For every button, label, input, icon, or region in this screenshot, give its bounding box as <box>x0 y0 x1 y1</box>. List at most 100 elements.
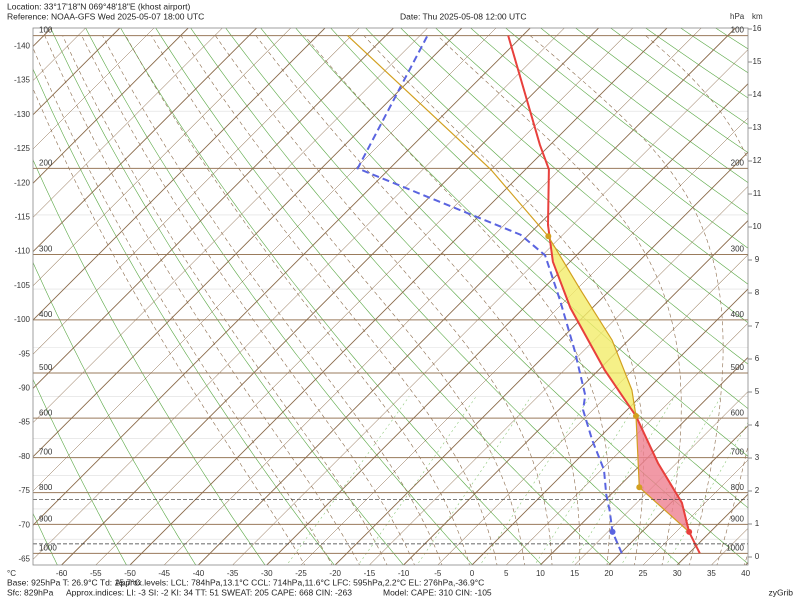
isotherm-tick <box>164 28 702 565</box>
reference: Reference: NOAA-GFS Wed 2025-05-07 18:00… <box>7 11 204 21</box>
height-label: 10 <box>753 222 762 231</box>
dry-adiabat <box>190 28 681 565</box>
isotherm-tick <box>95 28 633 565</box>
isotherm-tick <box>232 49 748 565</box>
footer-model: Model: CAPE: 310 CIN: -105 <box>383 587 492 597</box>
x-tick-label: -15 <box>364 569 376 578</box>
pressure-label-right: 1000 <box>726 543 744 552</box>
height-label: 4 <box>755 420 760 429</box>
pressure-label-left: 200 <box>39 158 53 167</box>
isotherm <box>33 28 462 458</box>
isotherm <box>33 28 189 184</box>
isotherm <box>471 288 748 565</box>
isotherm-left-tick <box>33 28 189 184</box>
left-tick-label: -95 <box>18 349 30 358</box>
left-tick-label: -125 <box>14 144 31 153</box>
isotherm-left-tick <box>33 28 291 287</box>
moist-adiabat <box>363 35 644 565</box>
moist-adiabat <box>151 35 498 565</box>
height-label: 15 <box>753 57 762 66</box>
isotherm-tick <box>129 28 668 565</box>
isotherm-tick <box>642 459 748 565</box>
moist-adiabat <box>437 35 682 565</box>
isotherm-left-tick <box>33 28 531 526</box>
pressure-label-left: 500 <box>39 363 53 372</box>
left-tick-label: -135 <box>14 76 31 85</box>
height-label: 16 <box>753 24 762 33</box>
temperature-line <box>507 35 701 554</box>
x-tick-label: 15 <box>570 569 579 578</box>
isotherm-left-tick <box>33 28 428 423</box>
level-dot <box>636 484 643 491</box>
isotherm <box>33 28 428 423</box>
isotherm-left-tick <box>33 28 223 218</box>
height-label: 13 <box>753 123 762 132</box>
left-tick-label: -115 <box>15 213 31 222</box>
moist-adiabat <box>743 552 748 565</box>
pressure-label-left: 1000 <box>39 543 57 552</box>
dry-adiabat <box>435 28 748 285</box>
isotherm-tick <box>61 28 599 565</box>
left-tick-label: -140 <box>14 42 31 51</box>
moist-adiabat <box>215 35 553 565</box>
x-tick-label: 40 <box>741 569 750 578</box>
pressure-label-right: 300 <box>731 245 745 254</box>
left-tick-label: -110 <box>15 247 31 256</box>
x-tick-label: 5 <box>504 569 509 578</box>
level-dot <box>686 528 693 535</box>
isotherm <box>437 254 748 565</box>
pressure-label-left: 100 <box>39 26 53 35</box>
left-tick-label: -75 <box>18 486 30 495</box>
isotherm-tick <box>540 356 748 565</box>
left-tick-label: -100 <box>14 315 31 324</box>
credit: zyGrib <box>768 587 793 597</box>
left-tick-label: -130 <box>14 110 31 119</box>
footer-indices: Approx.indices: LI: -3 SI: -2 KI: 34 TT:… <box>66 587 352 597</box>
dry-adiabat <box>225 28 748 565</box>
isotherm-tick <box>334 151 748 565</box>
height-label: 14 <box>753 90 762 99</box>
pressure-label-left: 700 <box>39 448 53 457</box>
isotherm <box>33 28 360 355</box>
isotherm-tick <box>369 186 748 565</box>
moist-adiabat <box>62 35 388 565</box>
isotherm-left-tick <box>33 28 326 321</box>
moist-adiabat <box>33 87 306 565</box>
pressure-label-left: 800 <box>39 483 53 492</box>
x-tick-label: -45 <box>158 569 170 578</box>
x-unit: °C <box>7 569 16 578</box>
height-label: 7 <box>755 321 760 330</box>
isotherm-tick <box>198 28 736 565</box>
mixing-ratio-line <box>357 396 477 565</box>
x-tick-label: 10 <box>536 569 545 578</box>
pressure-label-left: 600 <box>39 408 53 417</box>
isotherm <box>0 28 17 565</box>
pressure-label-left: 400 <box>39 310 53 319</box>
moist-adiabat <box>304 35 611 565</box>
isotherm <box>33 28 120 116</box>
pressure-label-left: 900 <box>39 514 53 523</box>
x-tick-label: -35 <box>227 569 239 578</box>
moist-adiabat <box>530 35 724 565</box>
mixing-ratio-line <box>416 396 532 565</box>
moist-adiabat <box>102 35 443 565</box>
location: Location: 33°17'18"N 069°48'18"E (khost … <box>7 1 191 11</box>
left-tick-label: -120 <box>14 178 31 187</box>
isotherm-left-tick <box>33 28 155 150</box>
isotherm <box>33 28 497 492</box>
left-tick-label: -85 <box>18 418 30 427</box>
moist-adiabat <box>125 35 470 565</box>
height-label: 5 <box>755 387 760 396</box>
pressure-label-right: 100 <box>731 26 745 35</box>
moist-adiabat <box>33 47 333 565</box>
plot-frame <box>32 27 749 566</box>
dry-adiabat <box>330 28 748 409</box>
dry-adiabat <box>400 28 748 324</box>
x-tick-label: -40 <box>193 569 205 578</box>
footer-levels: Approx.levels: LCL: 784hPa,13.1°C CCL: 7… <box>115 577 484 587</box>
moist-adiabat <box>44 35 360 565</box>
x-tick-label: -55 <box>90 569 102 578</box>
pressure-label-right: 700 <box>731 448 745 457</box>
isotherm <box>574 391 748 565</box>
